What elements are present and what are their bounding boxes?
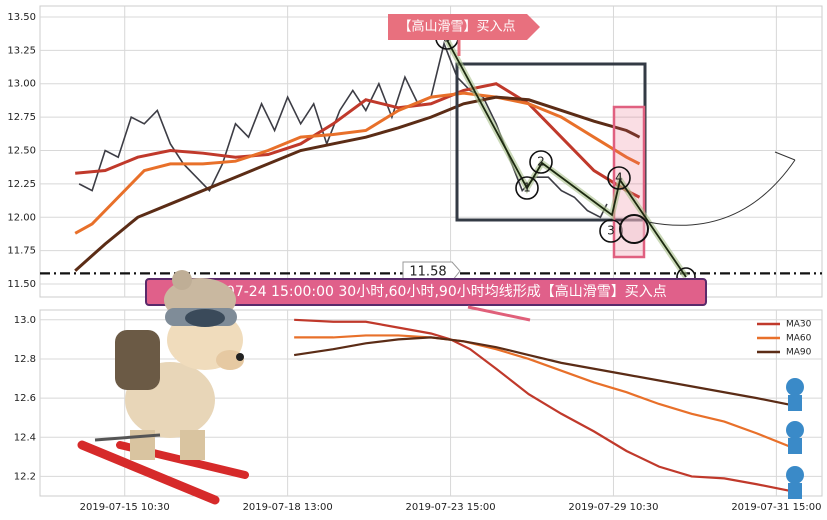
marker-circle <box>515 176 539 200</box>
marker-label: 1 <box>523 181 531 195</box>
legend-label: MA60 <box>786 334 812 344</box>
marker-circle <box>619 214 649 244</box>
y-tick-label: 12.00 <box>7 212 36 223</box>
buy-banner <box>388 14 540 40</box>
series-line <box>294 318 797 494</box>
y-tick-label: 12.8 <box>14 354 36 365</box>
x-tick-label: 2019-07-15 10:30 <box>80 502 170 513</box>
annotation-arrow <box>467 305 531 322</box>
series-line <box>294 334 797 451</box>
y-tick-label: 12.2 <box>14 471 36 482</box>
marker-circle <box>529 150 553 174</box>
marker-label: 4 <box>615 171 623 185</box>
x-tick-label: 2019-07-23 15:00 <box>405 502 495 513</box>
annotation-box <box>145 278 707 306</box>
x-tick-label: 2019-07-29 10:30 <box>568 502 658 513</box>
arrow-head <box>774 151 796 161</box>
x-tick-label: 2019-07-31 15:00 <box>731 502 821 513</box>
dog-illustration <box>77 270 249 505</box>
annotation: 2019-07-24 15:00:00 30小时,60小时,90小时均线形成【高… <box>185 283 666 300</box>
skier-icons <box>786 378 804 499</box>
marker-label: 2 <box>537 155 545 169</box>
y-tick-label: 13.00 <box>7 79 36 90</box>
pattern-line <box>446 39 687 278</box>
price-tag <box>402 261 461 282</box>
y-tick-label: 13.0 <box>14 315 36 326</box>
y-tick-label: 12.25 <box>7 179 36 190</box>
series-line <box>293 336 797 408</box>
bottom-frame <box>39 309 823 497</box>
buy-label: 【高山滑雪】买入点 <box>398 19 515 35</box>
series-line <box>75 82 641 199</box>
curve-arrow <box>647 159 796 226</box>
series-line <box>74 91 641 235</box>
y-tick-label: 12.4 <box>14 432 36 443</box>
y-tick-label: 11.50 <box>7 279 36 290</box>
x-tick-label: 2019-07-18 13:00 <box>243 502 333 513</box>
y-tick-label: 13.25 <box>7 45 36 56</box>
legend-label: MA90 <box>786 348 812 358</box>
y-tick-label: 12.75 <box>7 112 36 123</box>
y-tick-label: 11.75 <box>7 246 36 257</box>
marker-label: 3 <box>607 224 615 238</box>
legend-label: MA30 <box>786 320 812 330</box>
hline-label: 11.58 <box>409 265 446 280</box>
y-tick-label: 12.50 <box>7 146 36 157</box>
marker-circle <box>607 166 631 190</box>
y-tick-label: 12.6 <box>14 393 36 404</box>
y-tick-label: 13.50 <box>7 12 36 23</box>
series-line <box>74 95 641 272</box>
